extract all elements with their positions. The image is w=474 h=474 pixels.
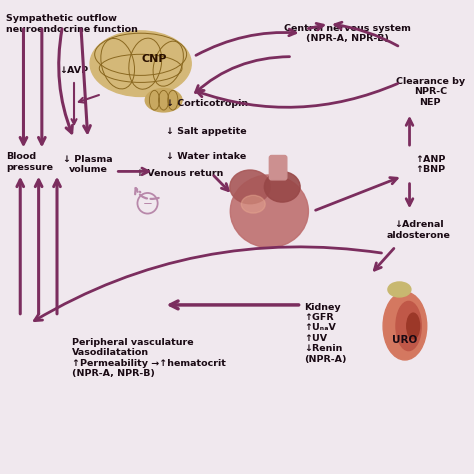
Text: ↑ANP
↑BNP: ↑ANP ↑BNP [415,155,446,174]
Ellipse shape [90,31,191,97]
Text: −: − [143,197,153,210]
Text: ↑ Venous return: ↑ Venous return [136,169,223,178]
Ellipse shape [230,175,309,247]
Text: CNP: CNP [142,54,167,64]
Ellipse shape [407,313,419,339]
Ellipse shape [241,195,265,213]
Ellipse shape [145,89,182,112]
Ellipse shape [264,172,300,202]
Text: ↓ Corticotropin: ↓ Corticotropin [166,99,248,108]
Ellipse shape [396,301,421,351]
Text: ↓ Salt appetite: ↓ Salt appetite [166,127,246,136]
Text: Sympathetic outflow
neuroendocrine function: Sympathetic outflow neuroendocrine funct… [7,15,138,34]
Text: Clearance by
NPR-C
NEP: Clearance by NPR-C NEP [396,77,465,107]
Text: Blood
pressure: Blood pressure [7,152,54,172]
Text: Peripheral vasculature
Vasodilatation
↑Permeability →↑hematocrit
(NPR-A, NPR-B): Peripheral vasculature Vasodilatation ↑P… [72,337,226,378]
Ellipse shape [383,292,427,360]
Text: ↓ Plasma
volume: ↓ Plasma volume [63,155,113,174]
Text: ↓AVP: ↓AVP [59,66,89,75]
Text: Kidney
↑GFR
↑UₙₐV
↑UV
↓Renin
(NPR-A): Kidney ↑GFR ↑UₙₐV ↑UV ↓Renin (NPR-A) [304,302,346,364]
Ellipse shape [388,282,411,297]
Text: Central nervous system
(NPR-A, NPR-B): Central nervous system (NPR-A, NPR-B) [284,24,411,43]
Ellipse shape [230,170,270,204]
FancyBboxPatch shape [269,155,287,180]
Text: ↓ Water intake: ↓ Water intake [166,152,246,161]
Text: ↓Adrenal
aldosterone: ↓Adrenal aldosterone [387,220,451,240]
Text: URO: URO [392,335,418,345]
